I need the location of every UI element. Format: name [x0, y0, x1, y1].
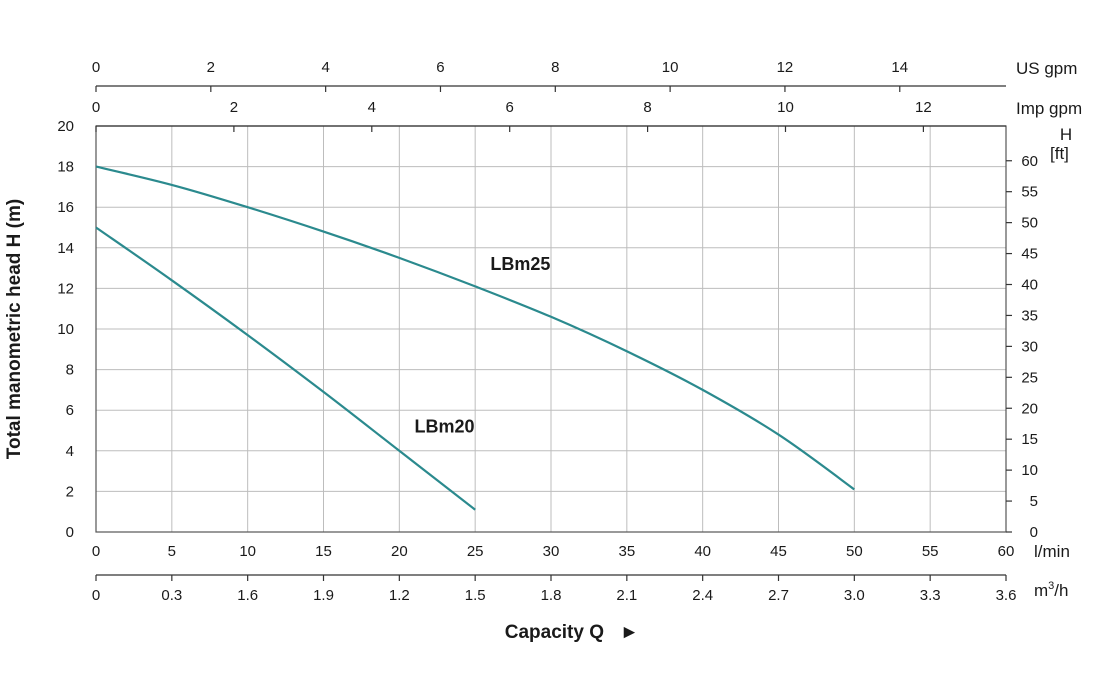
m3h-tick-label: 2.1 — [616, 587, 637, 604]
y-tick-label: 14 — [57, 240, 74, 257]
x-axis-title: Capacity Q — [505, 622, 604, 643]
us-gpm-tick-label: 10 — [662, 59, 679, 76]
ft-tick-label: 15 — [1021, 431, 1038, 448]
series-line-lbm20 — [95, 226, 476, 511]
m3h-tick-label: 2.7 — [768, 587, 789, 604]
ft-tick-label: 0 — [1030, 524, 1038, 541]
us-gpm-tick-label: 8 — [551, 59, 559, 76]
m3h-tick-label: 1.9 — [313, 587, 334, 604]
x-tick-label: 60 — [998, 543, 1015, 560]
us-gpm-unit-label: US gpm — [1016, 59, 1077, 78]
ft-tick-label: 50 — [1021, 215, 1038, 232]
m3h-tick-label: 1.8 — [541, 587, 562, 604]
y-tick-label: 18 — [57, 159, 74, 176]
y-axis-title: Total manometric head H (m) — [4, 199, 25, 459]
x-tick-label: 40 — [694, 543, 711, 560]
curves — [95, 165, 855, 511]
y-tick-label: 12 — [57, 280, 74, 297]
x-tick-label: 15 — [315, 543, 332, 560]
m3h-tick-label: 0.3 — [161, 587, 182, 604]
ft-tick-label: 20 — [1021, 400, 1038, 417]
m3h-tick-label: 2.4 — [692, 587, 713, 604]
m3h-tick-label: 3.6 — [996, 587, 1017, 604]
imp-gpm-tick-label: 10 — [777, 99, 794, 116]
ft-tick-label: 5 — [1030, 493, 1038, 510]
m3h-tick-label: 0 — [92, 587, 100, 604]
x-tick-label: 55 — [922, 543, 939, 560]
y-tick-label: 10 — [57, 321, 74, 338]
series-label-lbm20: LBm20 — [415, 417, 475, 437]
imp-gpm-tick-label: 4 — [368, 99, 376, 116]
ft-tick-label: 60 — [1021, 153, 1038, 170]
m3h-tick-label: 3.0 — [844, 587, 865, 604]
y-tick-label: 2 — [66, 483, 74, 500]
us-gpm-tick-label: 2 — [207, 59, 215, 76]
x-tick-label: 45 — [770, 543, 787, 560]
us-gpm-tick-label: 12 — [777, 59, 794, 76]
grid-lines — [96, 126, 1006, 532]
imp-gpm-tick-label: 8 — [643, 99, 651, 116]
x-tick-label: 5 — [168, 543, 176, 560]
tick-labels: 0 5 10 15 20 25 30 35 40 45 50 55 60 0 2 4 6 8 10 12 14 16 18 2… — [57, 118, 1014, 560]
x-tick-label: 0 — [92, 543, 100, 560]
ft-unit-label-top: H — [1060, 125, 1072, 144]
imp-gpm-unit-label: Imp gpm — [1016, 99, 1082, 118]
ft-tick-label: 55 — [1021, 184, 1038, 201]
ft-tick-label: 10 — [1021, 462, 1038, 479]
x-axis-arrow-icon: ► — [620, 622, 639, 643]
m3h-tick-label: 1.5 — [465, 587, 486, 604]
y-tick-label: 0 — [66, 524, 74, 541]
series-line-lbm25 — [95, 165, 855, 491]
x-tick-label: 20 — [391, 543, 408, 560]
y-tick-label: 6 — [66, 402, 74, 419]
m3h-tick-label: 3.3 — [920, 587, 941, 604]
x-tick-label: 10 — [239, 543, 256, 560]
x-tick-label: 50 — [846, 543, 863, 560]
lmin-unit-label: l/min — [1034, 542, 1070, 561]
us-gpm-tick-label: 14 — [891, 59, 908, 76]
series-label-lbm25: LBm25 — [490, 254, 550, 274]
us-gpm-tick-label: 0 — [92, 59, 100, 76]
ft-tick-label: 25 — [1021, 369, 1038, 386]
y-tick-label: 20 — [57, 118, 74, 135]
ft-tick-label: 35 — [1021, 307, 1038, 324]
y-tick-label: 4 — [66, 443, 74, 460]
imp-gpm-tick-label: 0 — [92, 99, 100, 116]
imp-gpm-tick-label: 6 — [506, 99, 514, 116]
imp-gpm-tick-label: 2 — [230, 99, 238, 116]
y-tick-label: 16 — [57, 199, 74, 216]
x-tick-label: 30 — [543, 543, 560, 560]
ft-unit-label-bottom: [ft] — [1050, 144, 1069, 163]
y-tick-label: 8 — [66, 362, 74, 379]
m3h-unit-label: m3/h — [1034, 580, 1068, 600]
x-tick-label: 35 — [618, 543, 635, 560]
ft-tick-label: 30 — [1021, 338, 1038, 355]
us-gpm-tick-label: 6 — [436, 59, 444, 76]
us-gpm-tick-label: 4 — [321, 59, 329, 76]
imp-gpm-tick-label: 12 — [915, 99, 932, 116]
m3h-tick-label: 1.6 — [237, 587, 258, 604]
x-tick-label: 25 — [467, 543, 484, 560]
ft-tick-label: 40 — [1021, 277, 1038, 294]
m3h-tick-label: 1.2 — [389, 587, 410, 604]
ft-tick-label: 45 — [1021, 246, 1038, 263]
